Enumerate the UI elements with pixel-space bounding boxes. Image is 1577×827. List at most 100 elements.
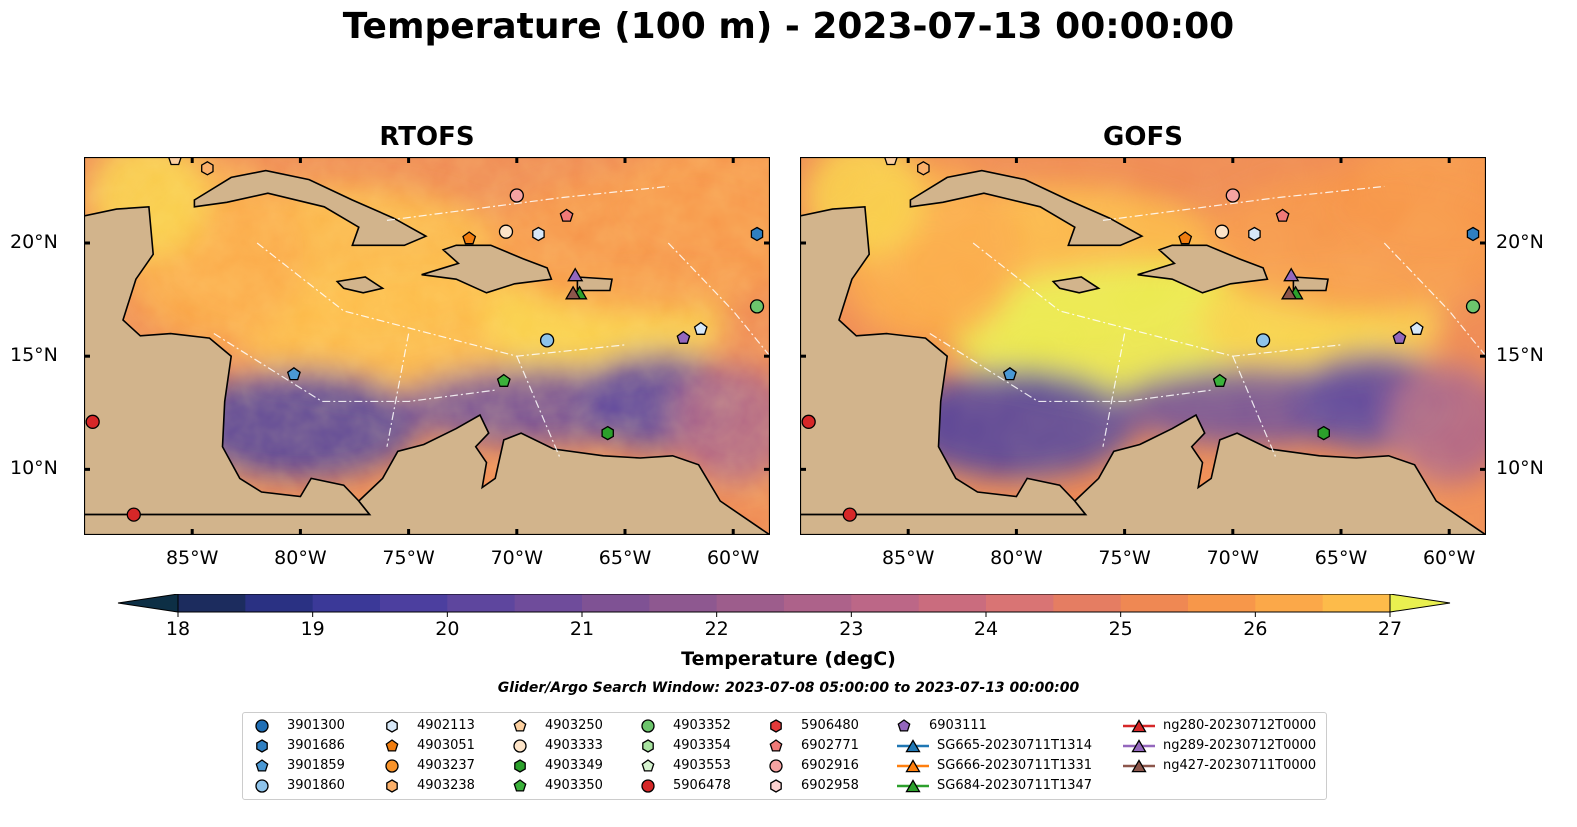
float-marker (1392, 330, 1407, 344)
eez-boundary (929, 333, 1212, 403)
eez-boundary (972, 242, 1342, 357)
legend-label: 6902958 (801, 778, 859, 793)
float-marker (286, 366, 301, 381)
colorbar-segment (918, 594, 987, 612)
float-marker (1466, 226, 1480, 242)
lon-tick-label: 85°W (165, 547, 219, 569)
land-mass (800, 157, 1088, 516)
float-marker (1248, 226, 1261, 242)
eez-boundary (386, 333, 410, 447)
lat-tick-label: 15°N (10, 344, 58, 367)
legend-marker (513, 719, 527, 732)
lon-tick-label: 70°W (490, 547, 544, 569)
eez-boundary (516, 355, 561, 459)
legend-label: 4903352 (673, 718, 731, 733)
float-marker (1178, 231, 1193, 245)
legend-label: 4902113 (417, 718, 475, 733)
float-marker (85, 414, 100, 429)
colorbar-tick-label: 20 (435, 618, 460, 640)
colorbar-segment (1255, 594, 1324, 612)
land-mass (1051, 276, 1101, 294)
legend-marker (770, 779, 782, 793)
float-marker (693, 321, 708, 335)
legend-marker (255, 719, 269, 733)
legend-label: 6903111 (929, 718, 987, 733)
land-mass (909, 169, 1144, 247)
lat-tick-label: 15°N (1496, 344, 1544, 367)
colorbar-frame (177, 594, 1391, 613)
float-marker (532, 226, 545, 242)
float-marker (1225, 188, 1240, 203)
legend-marker (905, 779, 921, 793)
legend-label: 5906478 (673, 778, 731, 793)
legend-label: SG666-20230711T1331 (937, 758, 1093, 773)
colorbar-max-extend (1389, 594, 1451, 613)
legend-label: 4903354 (673, 738, 731, 753)
float-marker (1212, 373, 1227, 387)
legend-marker (769, 759, 783, 773)
colorbar-tick-label: 19 (300, 618, 325, 640)
lon-tick-label: 75°W (382, 547, 435, 569)
float-marker (1280, 285, 1298, 300)
land-mass (421, 244, 553, 294)
lat-tick-label: 20°N (1496, 231, 1544, 253)
land-mass (193, 169, 428, 247)
legend-label: 4903349 (545, 758, 603, 773)
map-rtofs (84, 157, 770, 535)
float-marker (676, 330, 691, 344)
land-mass (335, 276, 385, 294)
legend-marker (513, 739, 527, 753)
legend-label: SG665-20230711T1314 (937, 738, 1093, 753)
panel-title-gofs: GOFS (1103, 122, 1183, 152)
legend-label: 4903051 (417, 738, 475, 753)
lat-tick-label: 10°N (10, 457, 58, 480)
legend-label: 4903350 (545, 778, 603, 793)
legend-marker (905, 759, 921, 773)
legend-marker (770, 719, 782, 733)
land-mass (1292, 276, 1329, 292)
legend-marker (641, 719, 655, 733)
map-frame (800, 157, 1486, 535)
colorbar-min-extend (117, 594, 179, 613)
float-marker (842, 507, 857, 522)
lon-tick-label: 65°W (1314, 547, 1368, 569)
lon-tick-label: 80°W (274, 547, 327, 569)
legend-label: 3901686 (287, 738, 345, 753)
map-gofs (800, 157, 1486, 535)
legend-label: 6902916 (801, 758, 859, 773)
land-mass (84, 413, 770, 535)
colorbar-segment (1053, 594, 1122, 612)
float-marker (1409, 321, 1424, 335)
legend-marker (1131, 719, 1147, 733)
colorbar-segment (649, 594, 718, 612)
panel-title-rtofs: RTOFS (379, 122, 475, 152)
legend-marker (641, 759, 655, 772)
legend-marker (905, 739, 921, 753)
legend-marker (385, 739, 399, 752)
lon-tick-label: 60°W (706, 547, 760, 569)
float-marker (1255, 333, 1271, 348)
legend-label: SG684-20230711T1347 (937, 778, 1093, 793)
land-mass (1137, 244, 1269, 294)
float-marker (539, 333, 555, 348)
colorbar-segment (1120, 594, 1189, 612)
legend-label: 4903333 (545, 738, 603, 753)
legend-label: 4903553 (673, 758, 731, 773)
eez-boundary (386, 185, 669, 221)
eez-boundary (256, 242, 626, 357)
legend-marker (385, 759, 399, 773)
float-marker (1317, 425, 1330, 441)
legend-marker (255, 759, 269, 772)
legend-label: 4903237 (417, 758, 475, 773)
eez-boundary (1102, 333, 1126, 447)
eez-boundary (1232, 355, 1277, 459)
eez-boundary (667, 242, 770, 357)
legend-marker (255, 779, 269, 793)
eez-boundary (1383, 242, 1486, 357)
eez-boundary (1102, 185, 1385, 221)
colorbar-label: Temperature (degC) (681, 648, 896, 670)
colorbar-tick-label: 22 (704, 618, 729, 640)
colorbar-segment (784, 594, 852, 612)
colorbar-tick-label: 23 (839, 618, 864, 640)
legend-marker (769, 739, 783, 752)
